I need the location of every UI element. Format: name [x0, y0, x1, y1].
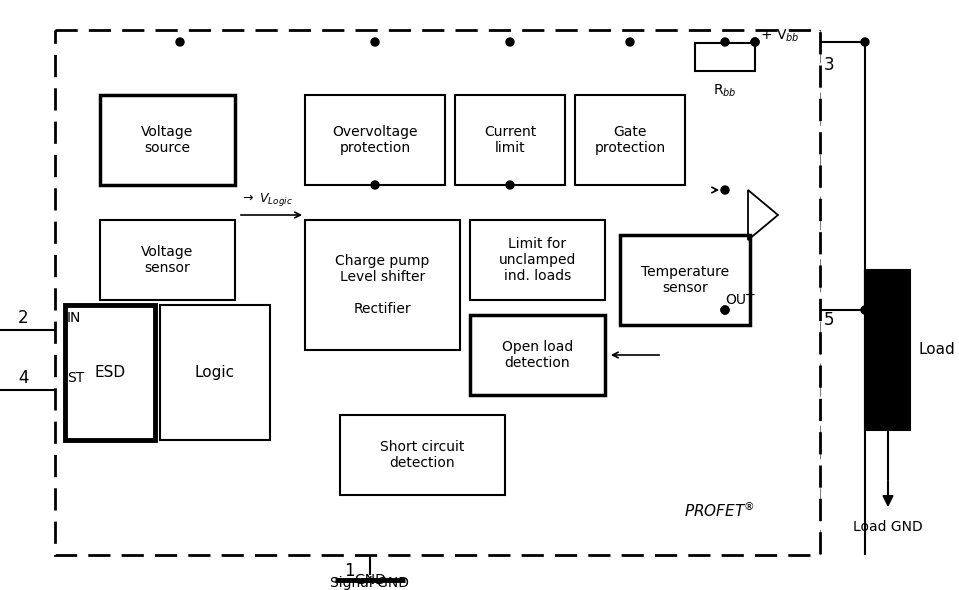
Circle shape — [861, 38, 869, 46]
Text: Voltage
sensor: Voltage sensor — [141, 245, 194, 275]
Circle shape — [371, 181, 379, 189]
Text: Temperature
sensor: Temperature sensor — [641, 265, 729, 295]
Text: ESD: ESD — [94, 365, 126, 380]
Text: ST: ST — [67, 371, 84, 385]
Bar — [160, 305, 270, 440]
Text: OUT: OUT — [726, 293, 755, 307]
Bar — [470, 220, 605, 300]
Text: IN: IN — [67, 311, 82, 325]
Text: Gate
protection: Gate protection — [595, 125, 666, 155]
Bar — [65, 305, 155, 440]
Text: Open load
detection: Open load detection — [502, 340, 573, 370]
Bar — [620, 235, 750, 325]
Bar — [575, 95, 685, 185]
Text: 5: 5 — [824, 311, 834, 329]
Text: + V$_{bb}$: + V$_{bb}$ — [760, 28, 800, 44]
Circle shape — [626, 38, 634, 46]
Circle shape — [371, 38, 379, 46]
Bar — [55, 30, 820, 555]
Text: R$_{bb}$: R$_{bb}$ — [713, 83, 737, 99]
Circle shape — [506, 181, 514, 189]
Text: Voltage
source: Voltage source — [141, 125, 194, 155]
Text: Signal GND: Signal GND — [331, 576, 409, 590]
Text: GND: GND — [354, 573, 386, 587]
Circle shape — [721, 186, 729, 194]
Text: Charge pump
Level shifter

Rectifier: Charge pump Level shifter Rectifier — [336, 254, 430, 316]
Text: $\rightarrow$ V$_{Logic}$: $\rightarrow$ V$_{Logic}$ — [240, 191, 292, 208]
Text: Limit for
unclamped
ind. loads: Limit for unclamped ind. loads — [499, 237, 576, 283]
Text: Load: Load — [918, 343, 955, 358]
Bar — [340, 415, 505, 495]
Bar — [865, 270, 910, 430]
Text: Current
limit: Current limit — [484, 125, 536, 155]
Text: PROFET$^{\circledR}$: PROFET$^{\circledR}$ — [684, 500, 755, 520]
Circle shape — [721, 306, 729, 314]
Circle shape — [506, 38, 514, 46]
Text: Load GND: Load GND — [854, 520, 923, 534]
Text: 2: 2 — [18, 309, 29, 327]
Bar — [455, 95, 565, 185]
Text: Overvoltage
protection: Overvoltage protection — [332, 125, 418, 155]
Text: 1: 1 — [344, 562, 355, 580]
Bar — [100, 95, 235, 185]
Bar — [305, 220, 460, 350]
Circle shape — [751, 38, 759, 46]
Circle shape — [721, 306, 729, 314]
Bar — [470, 315, 605, 395]
Text: Logic: Logic — [195, 365, 235, 380]
Bar — [695, 43, 755, 71]
Text: Short circuit
detection: Short circuit detection — [381, 440, 465, 470]
Bar — [100, 220, 235, 300]
Text: 4: 4 — [18, 369, 29, 387]
Text: 3: 3 — [824, 56, 834, 74]
Circle shape — [176, 38, 184, 46]
Circle shape — [751, 38, 759, 46]
Circle shape — [721, 38, 729, 46]
Circle shape — [861, 306, 869, 314]
Bar — [305, 95, 445, 185]
